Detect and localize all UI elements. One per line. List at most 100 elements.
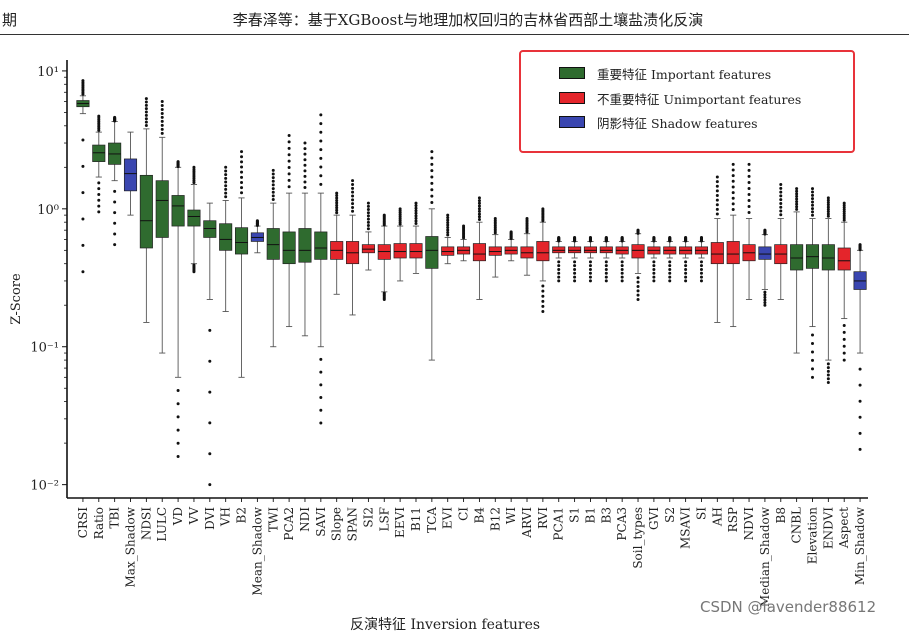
outlier-point: [747, 162, 751, 166]
outlier-point: [366, 224, 370, 228]
outlier-point: [842, 207, 846, 211]
outlier-point: [858, 243, 862, 247]
outlier-point: [271, 168, 275, 172]
outlier-point: [224, 176, 228, 180]
outlier-point: [715, 212, 719, 216]
outlier-point: [240, 155, 244, 159]
outlier-point: [160, 123, 164, 127]
x-tick-label: ARVI: [520, 507, 534, 539]
outlier-point: [144, 120, 148, 124]
outlier-point: [176, 441, 180, 445]
outlier-point: [509, 230, 513, 234]
outlier-point: [747, 205, 751, 209]
outlier-point: [319, 383, 323, 387]
legend-swatch-shadow: [559, 116, 585, 128]
outlier-point: [588, 275, 592, 279]
x-tick-label: B8: [774, 507, 788, 523]
x-tick-label: NDI: [298, 507, 312, 532]
outlier-point: [810, 350, 814, 354]
outlier-point: [240, 150, 244, 154]
outlier-point: [810, 375, 814, 379]
box-ENDVI: [821, 244, 835, 271]
x-tick-label: EEVI: [393, 507, 407, 538]
outlier-point: [810, 193, 814, 197]
outlier-point: [462, 224, 466, 228]
outlier-point: [636, 284, 640, 288]
outlier-point: [81, 217, 85, 221]
outlier-point: [240, 160, 244, 164]
outlier-point: [224, 173, 228, 177]
outlier-point: [351, 194, 355, 198]
outlier-point: [303, 174, 307, 178]
x-tick-label: RSP: [726, 507, 740, 532]
outlier-point: [208, 421, 212, 425]
outlier-point: [620, 235, 624, 239]
outlier-point: [684, 264, 688, 268]
legend-label-unimportant: 不重要特征 Unimportant features: [597, 91, 802, 107]
outlier-point: [826, 200, 830, 204]
outlier-point: [588, 267, 592, 271]
outlier-point: [747, 192, 751, 196]
header-rule: [0, 34, 909, 35]
x-tick-label: Elevation: [805, 507, 819, 565]
outlier-point: [731, 168, 735, 172]
outlier-point: [366, 227, 370, 231]
outlier-point: [477, 209, 481, 213]
box-S1: [568, 246, 582, 254]
outlier-point: [192, 263, 196, 267]
y-tick-label: 10¹: [37, 65, 59, 80]
outlier-point: [319, 182, 323, 186]
outlier-point: [144, 117, 148, 121]
outlier-point: [160, 111, 164, 115]
outlier-point: [303, 158, 307, 162]
outlier-point: [319, 165, 323, 169]
outlier-point: [842, 210, 846, 214]
outlier-point: [826, 369, 830, 373]
outlier-point: [636, 289, 640, 293]
outlier-point: [287, 153, 291, 157]
y-tick-label: 10⁻²: [30, 479, 59, 494]
outlier-point: [97, 114, 101, 118]
box-TWI: [266, 228, 280, 260]
outlier-point: [414, 206, 418, 210]
x-tick-label: S1: [568, 507, 582, 523]
outlier-point: [319, 408, 323, 412]
outlier-point: [747, 174, 751, 178]
outlier-point: [842, 214, 846, 218]
outlier-point: [842, 358, 846, 362]
outlier-point: [715, 193, 719, 197]
x-tick-label: TWI: [266, 507, 280, 532]
box-RSP: [726, 241, 740, 265]
legend-item-unimportant: 不重要特征 Unimportant features: [559, 89, 801, 107]
outlier-point: [430, 162, 434, 166]
outlier-point: [271, 194, 275, 198]
outlier-point: [810, 213, 814, 217]
outlier-point: [715, 184, 719, 188]
x-tick-label: VH: [219, 507, 233, 527]
outlier-point: [826, 214, 830, 218]
outlier-point: [430, 169, 434, 173]
outlier-point: [144, 124, 148, 128]
outlier-point: [366, 214, 370, 218]
outlier-point: [604, 260, 608, 264]
outlier-point: [620, 260, 624, 264]
outlier-point: [763, 290, 767, 294]
outlier-point: [351, 205, 355, 209]
outlier-point: [113, 200, 117, 204]
outlier-point: [240, 175, 244, 179]
outlier-point: [588, 279, 592, 283]
outlier-point: [842, 205, 846, 209]
outlier-point: [573, 267, 577, 271]
outlier-point: [303, 180, 307, 184]
outlier-point: [858, 383, 862, 387]
outlier-point: [588, 264, 592, 268]
outlier-point: [858, 399, 862, 403]
outlier-point: [652, 267, 656, 271]
outlier-point: [351, 186, 355, 190]
outlier-point: [842, 330, 846, 334]
outlier-point: [826, 373, 830, 377]
outlier-point: [826, 210, 830, 214]
outlier-point: [779, 183, 783, 187]
outlier-point: [477, 196, 481, 200]
outlier-point: [684, 271, 688, 275]
